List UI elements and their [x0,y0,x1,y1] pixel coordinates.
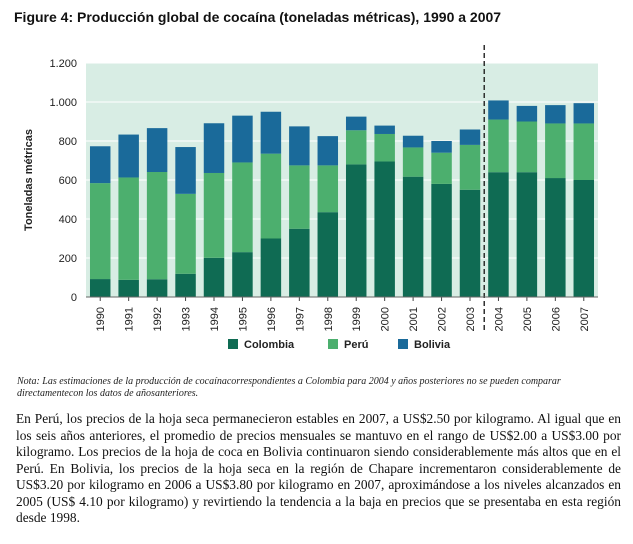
x-tick-label: 2007 [579,307,591,331]
bar-colombia [431,183,452,297]
y-tick-label: 0 [71,292,77,304]
legend-label-bolivia: Bolivia [414,339,451,351]
bar-bolivia [89,146,111,184]
bar-bolivia [203,123,225,173]
body-paragraph: En Perú, los precios de la hoja seca per… [16,411,621,525]
bar-bolivia [175,147,196,194]
bar-peru [431,152,452,184]
y-axis-ticks: 0 200 400 600 800 1.000 1.200 [49,58,77,304]
bar-peru [89,183,111,280]
bar-colombia [175,273,196,297]
cocaine-production-chart: 0 200 400 600 800 1.000 1.200 1990 1991 1992 1993… [23,45,598,351]
bar-peru [459,144,481,190]
bar-bolivia [118,134,139,178]
figure-title: Figure 4: Producción global de cocaína (… [14,9,502,25]
x-tick-label: 1997 [294,307,306,331]
x-tick-label: 1992 [152,307,164,331]
legend-swatch-bolivia [398,339,408,349]
bar-colombia [345,164,367,297]
legend-swatch-colombia [228,339,238,349]
bar-bolivia [232,115,253,163]
legend-swatch-peru [328,339,338,349]
x-tick-label: 1995 [237,307,249,331]
y-tick-label: 1.200 [49,58,77,70]
x-tick-label: 1999 [351,307,363,331]
bar-colombia [232,252,253,297]
bar-colombia [516,172,538,297]
x-tick-label: 1996 [266,307,278,331]
bar-colombia [260,238,282,297]
bar-peru [175,193,196,274]
x-tick-label: 2001 [408,307,420,331]
legend: Colombia Perú Bolivia [228,339,451,351]
x-tick-label: 1998 [323,307,335,331]
bar-bolivia [260,111,282,154]
bar-peru [118,177,139,280]
gridlines [86,62,598,259]
x-tick-label: 2005 [522,307,534,331]
bars [89,100,595,297]
bar-colombia [146,279,168,297]
bar-colombia [402,176,424,297]
bar-bolivia [459,129,481,145]
bar-bolivia [146,128,168,173]
bar-bolivia [374,125,395,134]
y-tick-label: 1.000 [49,97,77,109]
x-tick-label: 2002 [437,307,449,331]
bar-colombia [374,161,395,297]
x-tick-label: 1993 [181,307,193,331]
legend-label-peru: Perú [344,339,368,351]
bar-peru [146,172,168,280]
y-tick-label: 600 [59,175,77,187]
legend-label-colombia: Colombia [244,339,295,351]
bar-peru [545,123,566,179]
bar-bolivia [573,103,595,124]
bar-peru [402,147,424,177]
bar-bolivia [317,136,339,166]
bar-peru [573,123,595,180]
y-axis-label: Toneladas métricas [23,129,35,231]
bar-colombia [459,189,481,297]
x-tick-label: 1990 [95,307,107,331]
x-axis-ticks: 1990 1991 1992 1993 1994 1995 1996 1997 1998 1999… [86,296,598,331]
bar-colombia [488,172,509,297]
bar-bolivia [289,126,310,166]
bar-peru [232,162,253,253]
x-tick-label: 1994 [209,307,221,331]
bar-colombia [289,228,310,297]
x-tick-label: 1991 [124,307,136,331]
bar-bolivia [545,105,566,124]
x-tick-label: 2006 [550,307,562,331]
bar-bolivia [431,141,452,153]
bar-colombia [118,279,139,297]
bar-colombia [203,257,225,297]
bar-peru [345,130,367,165]
y-tick-label: 200 [59,253,77,265]
bar-colombia [573,180,595,297]
bar-colombia [317,212,339,297]
bar-peru [374,133,395,162]
x-tick-label: 2004 [493,307,505,331]
bar-bolivia [488,100,509,120]
bar-bolivia [516,105,538,122]
bar-peru [317,165,339,213]
bar-peru [203,172,225,258]
bar-peru [488,119,509,173]
bar-colombia [89,279,111,297]
bar-peru [289,165,310,229]
bar-peru [516,121,538,173]
bar-bolivia [345,116,367,131]
x-tick-label: 2003 [465,307,477,331]
bar-colombia [545,178,566,297]
chart-note: Nota: Las estimaciones de la producción … [17,376,561,399]
y-tick-label: 400 [59,214,77,226]
x-tick-label: 2000 [380,307,392,331]
bar-peru [260,153,282,239]
y-tick-label: 800 [59,136,77,148]
bar-bolivia [402,135,424,148]
